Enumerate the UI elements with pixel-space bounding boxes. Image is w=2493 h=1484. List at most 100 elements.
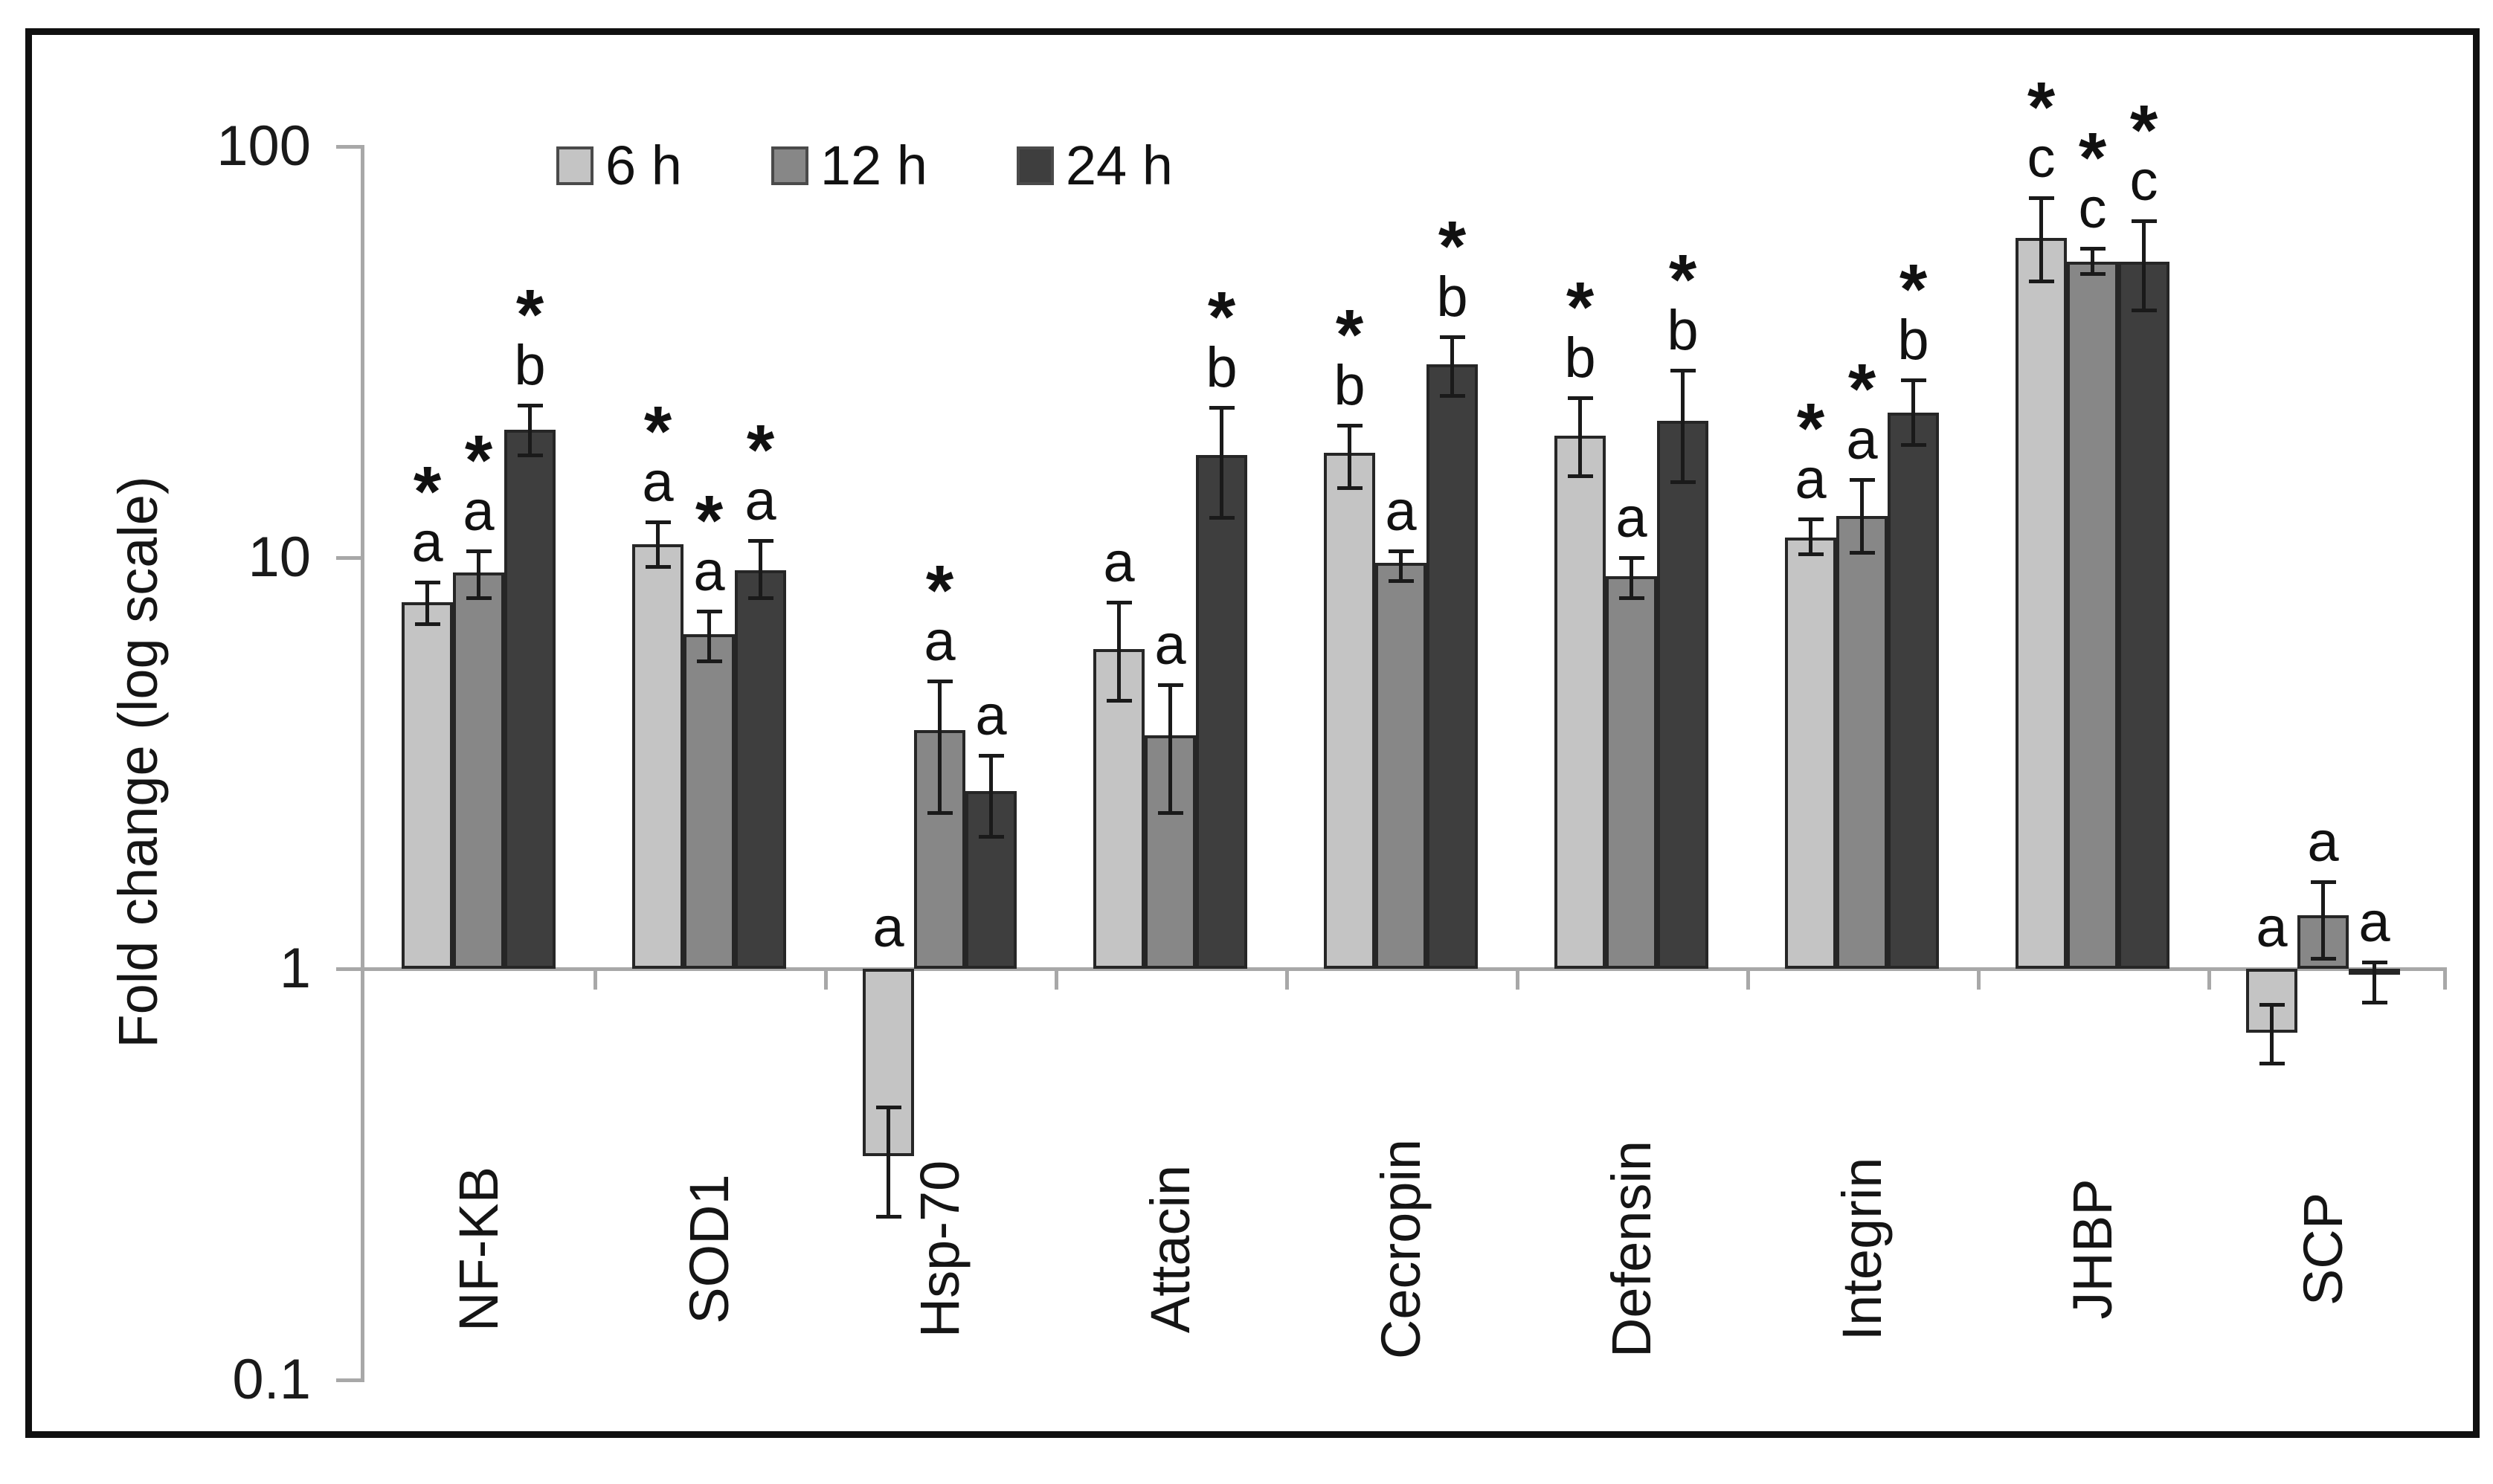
bar-annotation: * a <box>463 420 494 541</box>
legend-item-6h: 6 h <box>556 138 682 193</box>
error-bar <box>1348 425 1351 488</box>
x-tick-mark <box>1055 969 1058 990</box>
bar-6h-SCP <box>2246 969 2297 1033</box>
x-tick-mark <box>1746 969 1750 990</box>
error-bar <box>1399 550 1403 581</box>
group-letter: b <box>1206 335 1238 399</box>
bar-24h-Hsp-70 <box>965 791 1017 969</box>
legend-label-12h: 12 h <box>820 135 927 196</box>
significance-star: * <box>643 392 672 472</box>
bar-12h-JHBP <box>2067 261 2118 969</box>
error-bar-cap-top <box>875 1106 901 1110</box>
y-tick-label: 0.1 <box>232 1348 311 1411</box>
group-letter: a <box>1103 530 1135 594</box>
bar-annotation: a <box>872 899 904 957</box>
error-bar-cap-bottom <box>1618 596 1644 600</box>
error-bar <box>425 582 429 625</box>
bar-6h-SOD1 <box>632 543 683 969</box>
x-axis-label-Hsp-70: Hsp-70 <box>908 1160 971 1338</box>
error-bar-cap-top <box>466 549 492 553</box>
error-bar-cap-bottom <box>1106 698 1132 703</box>
error-bar <box>2091 248 2094 274</box>
bar-annotation: a <box>2358 890 2390 954</box>
error-bar <box>938 681 942 813</box>
bar-annotation: * b <box>1897 254 1929 370</box>
group-letter: b <box>514 333 546 397</box>
error-bar-cap-bottom <box>1567 474 1593 479</box>
legend-label-24h: 24 h <box>1065 135 1173 196</box>
x-tick-mark <box>1977 969 1981 990</box>
legend-swatch-6h <box>556 146 594 185</box>
group-letter: a <box>2307 810 2339 874</box>
error-bar-cap-top <box>1849 477 1875 482</box>
error-bar-cap-bottom <box>517 453 543 457</box>
significance-star: * <box>2027 68 2056 148</box>
legend-item-12h: 12 h <box>771 138 927 193</box>
error-bar-cap-top <box>2131 219 2157 223</box>
group-letter: a <box>693 540 725 604</box>
error-bar <box>887 1107 890 1216</box>
group-letter: b <box>1564 326 1596 390</box>
x-axis-baseline <box>364 967 2447 971</box>
error-bar-cap-top <box>2310 880 2336 884</box>
group-letter: a <box>1615 486 1647 549</box>
error-bar-cap-top <box>1106 600 1132 604</box>
error-bar-cap-bottom <box>875 1214 901 1219</box>
error-bar-cap-top <box>978 754 1004 758</box>
error-bar-cap-bottom <box>1439 393 1465 398</box>
error-bar-cap-bottom <box>1670 480 1696 484</box>
y-tick-label: 10 <box>248 526 311 589</box>
significance-star: * <box>746 410 775 491</box>
group-letter: c <box>2078 177 2107 241</box>
significance-star: * <box>464 420 493 500</box>
bar-annotation: * c <box>2078 123 2107 241</box>
bar-annotation: * b <box>1564 267 1596 390</box>
bar-annotation: a <box>1385 482 1416 541</box>
error-bar-cap-bottom <box>414 622 440 627</box>
error-bar <box>1450 336 1454 396</box>
error-bar-cap-bottom <box>1798 552 1824 557</box>
significance-star: * <box>1847 349 1876 429</box>
bar-12h-NF-KB <box>453 572 504 969</box>
error-bar-cap-top <box>1618 556 1644 560</box>
group-letter: a <box>2358 890 2390 954</box>
error-bar-cap-bottom <box>927 810 953 815</box>
bar-24h-Attacin <box>1196 454 1247 969</box>
bar-6h-Defensin <box>1554 435 1606 969</box>
group-letter: c <box>2129 149 2158 213</box>
error-bar-cap-top <box>645 520 671 525</box>
x-axis-label-SOD1: SOD1 <box>678 1174 740 1324</box>
bar-12h-SOD1 <box>683 634 735 969</box>
error-bar <box>2321 881 2325 958</box>
error-bar-cap-bottom <box>1388 578 1414 583</box>
bar-12h-Integrin <box>1836 516 1888 969</box>
significance-star: * <box>1566 267 1595 347</box>
bar-12h-Defensin <box>1606 576 1657 969</box>
error-bar-cap-top <box>1439 335 1465 339</box>
y-tick-mark <box>336 967 364 971</box>
error-bar-cap-top <box>414 581 440 585</box>
y-tick-mark <box>336 145 364 149</box>
error-bar-cap-bottom <box>2028 280 2054 284</box>
group-letter: a <box>744 469 776 533</box>
error-bar <box>1809 519 1812 555</box>
error-bar <box>989 755 993 836</box>
group-letter: b <box>1334 353 1365 417</box>
x-axis-label-JHBP: JHBP <box>2061 1178 2123 1320</box>
error-bar-cap-bottom <box>466 596 492 600</box>
bar-annotation: * a <box>642 392 674 514</box>
group-letter: a <box>872 896 904 959</box>
significance-star: * <box>413 452 442 532</box>
group-letter: a <box>642 451 674 514</box>
bar-12h-Cecropin <box>1375 563 1426 969</box>
group-letter: a <box>2256 896 2288 959</box>
error-bar-cap-top <box>696 610 722 614</box>
error-bar <box>1860 479 1864 552</box>
error-bar-cap-top <box>1670 369 1696 373</box>
x-axis-label-Integrin: Integrin <box>1830 1157 1893 1341</box>
error-bar-cap-bottom <box>1849 550 1875 555</box>
group-letter: c <box>2027 126 2056 190</box>
error-bar-cap-top <box>1798 517 1824 522</box>
error-bar-cap-top <box>2079 247 2106 251</box>
